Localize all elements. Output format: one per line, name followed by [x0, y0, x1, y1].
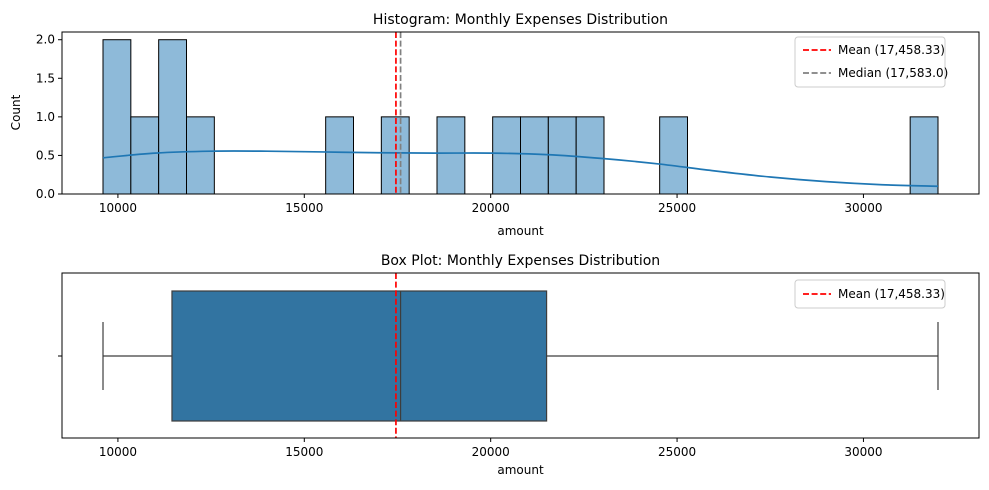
histogram-x-tick-label: 30000	[844, 201, 882, 215]
histogram-bar	[909, 116, 939, 195]
histogram-bar	[492, 116, 521, 195]
histogram-bar	[575, 116, 605, 195]
histogram-bar	[186, 116, 215, 195]
histogram-bar	[659, 116, 688, 195]
boxplot-panel: Box Plot: Monthly Expenses Distribution …	[58, 253, 980, 477]
histogram-y-ticks: 0.0 0.5 1.0 1.5 2.0	[36, 33, 62, 201]
histogram-y-tick-label: 0.5	[36, 148, 55, 162]
histogram-legend-median-label: Median (17,583.0)	[838, 66, 948, 80]
histogram-bar	[158, 39, 188, 195]
boxplot-legend-mean-label: Mean (17,458.33)	[838, 287, 945, 301]
histogram-x-tick-label: 20000	[472, 201, 510, 215]
boxplot-x-ticks: 10000 15000 20000 25000 30000	[99, 438, 883, 459]
boxplot-box	[171, 290, 548, 422]
histogram-kde-line	[102, 150, 939, 188]
boxplot-x-tick-label: 25000	[658, 445, 696, 459]
boxplot-axes-frame	[61, 272, 980, 439]
histogram-plot-area	[102, 32, 939, 195]
boxplot-title: Box Plot: Monthly Expenses Distribution	[381, 253, 660, 269]
histogram-y-tick-label: 0.0	[36, 187, 55, 201]
histogram-y-tick-label: 1.5	[36, 71, 55, 85]
histogram-legend: Mean (17,458.33) Median (17,583.0)	[794, 36, 948, 88]
boxplot-x-tick-label: 15000	[285, 445, 323, 459]
histogram-bar	[325, 116, 355, 195]
boxplot-x-axis-title: amount	[497, 463, 544, 477]
histogram-bar	[520, 116, 549, 195]
histogram-bar	[102, 39, 132, 195]
boxplot-legend-box	[794, 279, 946, 309]
histogram-x-ticks: 10000 15000 20000 25000 30000	[99, 194, 883, 215]
boxplot-x-tick-label: 30000	[844, 445, 882, 459]
boxplot-x-tick-label: 20000	[472, 445, 510, 459]
boxplot-plot-area	[102, 273, 939, 438]
histogram-x-tick-label: 10000	[99, 201, 137, 215]
boxplot-x-tick-label: 10000	[99, 445, 137, 459]
boxplot-legend: Mean (17,458.33)	[794, 279, 946, 309]
histogram-y-axis-title: Count	[9, 94, 23, 130]
histogram-panel: Histogram: Monthly Expenses Distribution…	[9, 12, 980, 238]
histogram-title: Histogram: Monthly Expenses Distribution	[373, 12, 668, 28]
histogram-y-tick-label: 2.0	[36, 33, 55, 47]
histogram-legend-mean-label: Mean (17,458.33)	[838, 43, 945, 57]
histogram-legend-box	[794, 36, 946, 88]
histogram-x-tick-label: 15000	[285, 201, 323, 215]
histogram-x-tick-label: 25000	[658, 201, 696, 215]
histogram-bar	[436, 116, 466, 195]
histogram-axes-frame	[61, 31, 980, 195]
histogram-x-axis-title: amount	[497, 224, 544, 238]
histogram-y-tick-label: 1.0	[36, 110, 55, 124]
